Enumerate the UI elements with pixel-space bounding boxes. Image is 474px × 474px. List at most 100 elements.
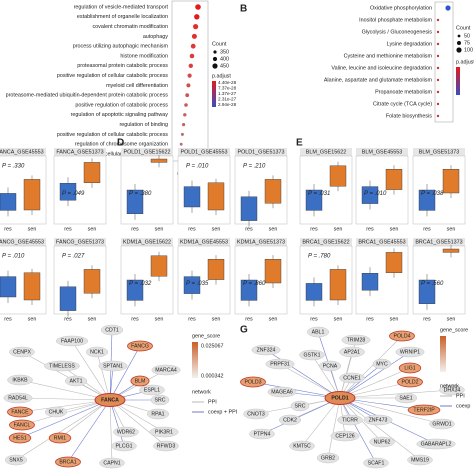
kegg-dot — [436, 54, 440, 58]
panel-letter: D — [117, 138, 124, 149]
network-edge — [109, 399, 113, 464]
p-value: P = .010 — [2, 254, 25, 260]
kegg-dot — [436, 66, 440, 70]
group-label: res — [188, 226, 196, 232]
network-node — [290, 400, 310, 412]
boxplot-title: POLD1_GSE51373 — [237, 149, 284, 155]
center-label: POLD1 — [331, 395, 348, 401]
network-node — [150, 394, 170, 406]
boxplot-title: FANCG_GSE45553 — [0, 239, 44, 245]
network-node — [299, 349, 325, 361]
network-edge — [109, 345, 141, 401]
boxplot-title: BLM_GSE15622 — [306, 149, 346, 155]
group-label: res — [366, 226, 374, 232]
network-edge — [327, 397, 341, 459]
go-term: regulation of vesicle-mediated transport — [74, 4, 169, 10]
kegg-term: Cysteine and methionine metabolism — [344, 53, 433, 59]
count-key — [456, 47, 462, 53]
box-res — [240, 279, 258, 301]
network-node — [395, 346, 425, 358]
network-node — [64, 375, 87, 387]
group-label: res — [131, 226, 139, 232]
node-label: GRB2 — [321, 455, 335, 461]
go-count-title: Count — [212, 41, 227, 47]
go-dot — [195, 4, 201, 10]
group-label: res — [245, 316, 253, 322]
network-edge — [59, 399, 111, 439]
boxplot-title: KDM1A_GSE51373 — [237, 239, 285, 245]
network-node — [397, 376, 423, 388]
group-label: sen — [447, 316, 456, 322]
network-edge — [339, 351, 411, 399]
boxplot-cell: KDM1A_GSE51373 P = .860 res sen — [234, 238, 288, 322]
network-edge — [261, 397, 341, 435]
group-label: res — [131, 316, 139, 322]
padj-level: 2.31e-27 — [218, 97, 237, 102]
box-sen — [329, 269, 347, 301]
boxplot-title: BLM_GSE51373 — [419, 149, 459, 155]
network-node — [439, 384, 465, 396]
go-term: regulation of binding — [119, 122, 168, 128]
boxplot-cell: BLM_GSE45553 P = .010 res sen — [355, 148, 409, 232]
boxplot-strip — [0, 238, 46, 246]
legend-title: network — [192, 389, 211, 395]
network-node — [341, 334, 371, 346]
network-node — [395, 392, 418, 404]
p-value: P = .049 — [62, 191, 85, 197]
box-sen — [207, 259, 225, 280]
boxplot-title: FANCG_GSE51373 — [56, 239, 104, 245]
node-label: FANCG — [131, 343, 149, 349]
network-node — [307, 326, 330, 338]
network-node — [265, 358, 295, 370]
legend-title: network — [440, 383, 459, 389]
kegg-term: Citrate cycle (TCA cycle) — [373, 101, 432, 107]
node-label: CDK2 — [283, 417, 297, 423]
count-level: 100 — [464, 47, 473, 53]
network-edge — [339, 335, 403, 399]
network-node — [7, 406, 33, 418]
boxplot-title: BRCA1_GSE15622 — [302, 239, 349, 245]
go-dot — [190, 43, 196, 49]
go-dot — [180, 132, 184, 136]
count-key — [212, 63, 218, 69]
network-node — [389, 330, 415, 342]
boxplot-cell: POLD1_GSE15622 P = .380 res sen — [120, 148, 174, 232]
go-term: positive regulation of cellular protein … — [54, 151, 168, 157]
center-node — [94, 393, 126, 407]
box-sen — [264, 179, 282, 204]
node-label: AKT1 — [70, 378, 83, 384]
group-label: res — [64, 226, 72, 232]
count-level: 350 — [220, 49, 229, 55]
group-label: sen — [269, 226, 278, 232]
boxplot-cell: BLM_GSE15622 P = .031 res sen — [299, 148, 353, 232]
box-res — [59, 182, 77, 201]
node-label: GABARAPL2 — [421, 441, 452, 447]
box-res — [0, 276, 17, 298]
p-value: P = .860 — [243, 281, 266, 287]
boxplot-strip — [121, 238, 173, 246]
boxplot-title: POLD1_GSE15622 — [123, 149, 170, 155]
boxplot-title: BRCA1_GSE45553 — [358, 239, 405, 245]
node-label: HES1 — [13, 435, 27, 441]
boxplot-strip — [356, 148, 408, 156]
network-node — [130, 375, 150, 387]
node-label: RPA1 — [151, 411, 164, 417]
network-node — [146, 408, 169, 420]
network-node — [407, 454, 433, 466]
boxplot-cell: BLM_GSE51373 P = .038 res sen — [412, 148, 466, 232]
network-node — [100, 324, 123, 336]
box-sen — [83, 162, 101, 183]
group-label: sen — [212, 226, 221, 232]
p-value: P = .027 — [62, 254, 85, 260]
node-label: KMT5C — [293, 443, 311, 449]
node-label: RMI1 — [54, 435, 67, 441]
box-res — [361, 186, 379, 204]
box-res — [126, 279, 144, 301]
network-node — [289, 440, 315, 452]
group-label: res — [64, 316, 72, 322]
network-node — [363, 457, 389, 469]
p-value: P = .010 — [364, 191, 387, 197]
network-node — [363, 414, 393, 426]
count-key — [213, 50, 217, 54]
